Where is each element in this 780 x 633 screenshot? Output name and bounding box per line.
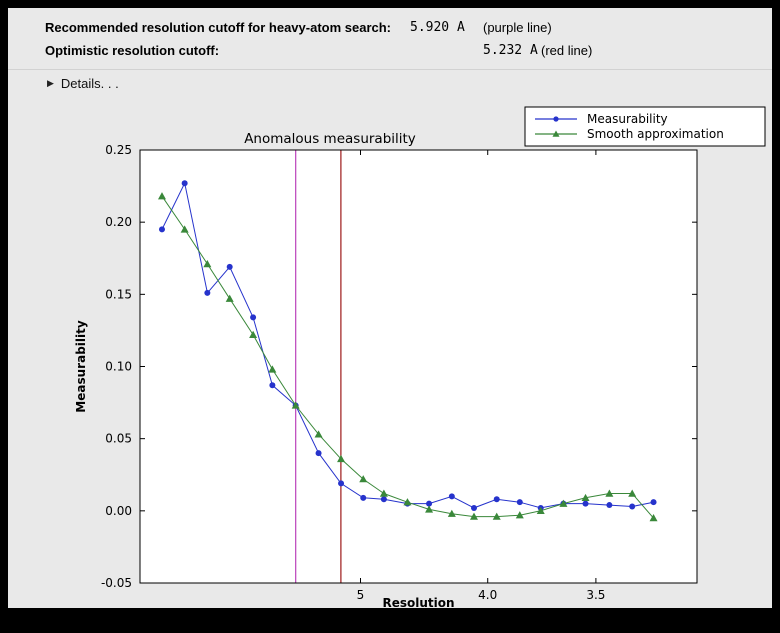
x-axis: 5 4.0 3.5 bbox=[357, 150, 605, 602]
optimistic-cutoff-note: (red line) bbox=[541, 43, 593, 58]
svg-text:-0.05: -0.05 bbox=[101, 576, 132, 590]
optimistic-cutoff-value: 5.232 A bbox=[483, 43, 538, 58]
svg-text:0.05: 0.05 bbox=[105, 432, 132, 446]
x-axis-label: Resolution bbox=[382, 596, 454, 608]
optimistic-cutoff-label: Optimistic resolution cutoff: bbox=[45, 43, 220, 58]
svg-text:4.0: 4.0 bbox=[478, 588, 497, 602]
y-axis: -0.05 0.00 0.05 0.10 0.15 0.20 0.25 bbox=[101, 143, 697, 590]
recommended-cutoff-label: Recommended resolution cutoff for heavy-… bbox=[45, 20, 392, 35]
measurability-chart: -0.05 0.00 0.05 0.10 0.15 0.20 0.25 5 4.0 3.5 Anom… bbox=[74, 106, 766, 608]
svg-text:Smooth approximation: Smooth approximation bbox=[587, 127, 724, 141]
disclosure-triangle-icon: ▶ bbox=[47, 78, 54, 88]
details-disclosure[interactable]: ▶ Details. . . bbox=[47, 76, 119, 91]
recommended-cutoff-row: Recommended resolution cutoff for heavy-… bbox=[8, 20, 772, 38]
svg-text:0.00: 0.00 bbox=[105, 504, 132, 518]
svg-text:Measurability: Measurability bbox=[587, 112, 668, 126]
app-window: Recommended resolution cutoff for heavy-… bbox=[8, 8, 772, 608]
y-axis-label: Measurability bbox=[74, 320, 88, 413]
svg-text:0.25: 0.25 bbox=[105, 143, 132, 157]
svg-text:0.10: 0.10 bbox=[105, 360, 132, 374]
header-divider bbox=[8, 69, 772, 70]
series-smooth-approximation bbox=[157, 192, 658, 522]
recommended-cutoff-value: 5.920 A bbox=[410, 20, 465, 35]
svg-text:3.5: 3.5 bbox=[586, 588, 605, 602]
svg-text:0.20: 0.20 bbox=[105, 215, 132, 229]
optimistic-cutoff-row: Optimistic resolution cutoff: 5.232 A (r… bbox=[8, 43, 772, 61]
svg-text:0.15: 0.15 bbox=[105, 287, 132, 301]
plot-area bbox=[140, 150, 697, 583]
chart-title: Anomalous measurability bbox=[244, 131, 416, 147]
details-label: Details. . . bbox=[60, 76, 119, 91]
svg-text:5: 5 bbox=[357, 588, 365, 602]
recommended-cutoff-note: (purple line) bbox=[483, 20, 552, 35]
